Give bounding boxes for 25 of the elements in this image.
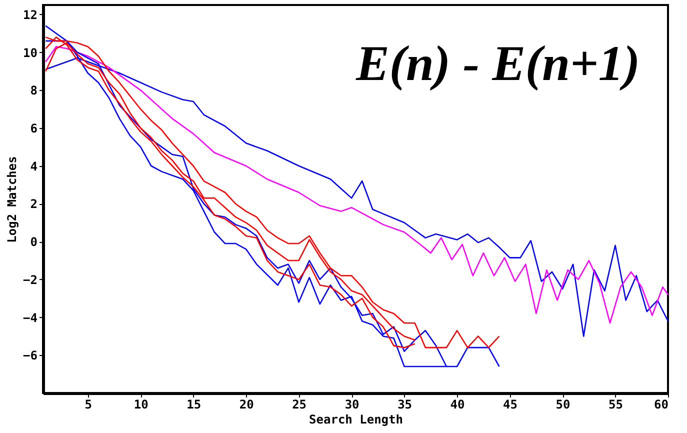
y-axis-title: Log2 Matches — [5, 156, 20, 243]
y-tick-label: −4 — [23, 310, 38, 325]
y-tick-label: 4 — [30, 159, 38, 174]
x-tick-label: 15 — [186, 398, 202, 412]
x-axis-title: Search Length — [309, 412, 403, 426]
y-tick-label: 0 — [30, 235, 38, 250]
x-tick-label: 5 — [84, 398, 92, 412]
y-tick-label: 8 — [30, 84, 38, 98]
x-tick-label: 35 — [398, 398, 412, 412]
y-tick-label: 12 — [23, 8, 38, 22]
y-tick-label: 6 — [30, 122, 38, 136]
x-tick-label: 10 — [134, 398, 148, 412]
y-tick-label: 2 — [30, 197, 38, 212]
x-tick-label: 20 — [239, 398, 254, 412]
x-tick-label: 40 — [450, 398, 465, 412]
x-tick-label: 60 — [654, 398, 668, 412]
x-tick-label: 25 — [292, 398, 307, 412]
annotation: E(n) - E(n+1) — [354, 35, 640, 91]
y-tick-label: −2 — [23, 272, 38, 287]
x-tick-label: 50 — [556, 398, 570, 412]
x-tick-label: 45 — [503, 398, 518, 412]
x-tick-label: 55 — [608, 398, 623, 412]
x-tick-label: 30 — [344, 398, 360, 412]
y-tick-label: 10 — [23, 46, 38, 60]
y-tick-label: −6 — [23, 348, 38, 363]
